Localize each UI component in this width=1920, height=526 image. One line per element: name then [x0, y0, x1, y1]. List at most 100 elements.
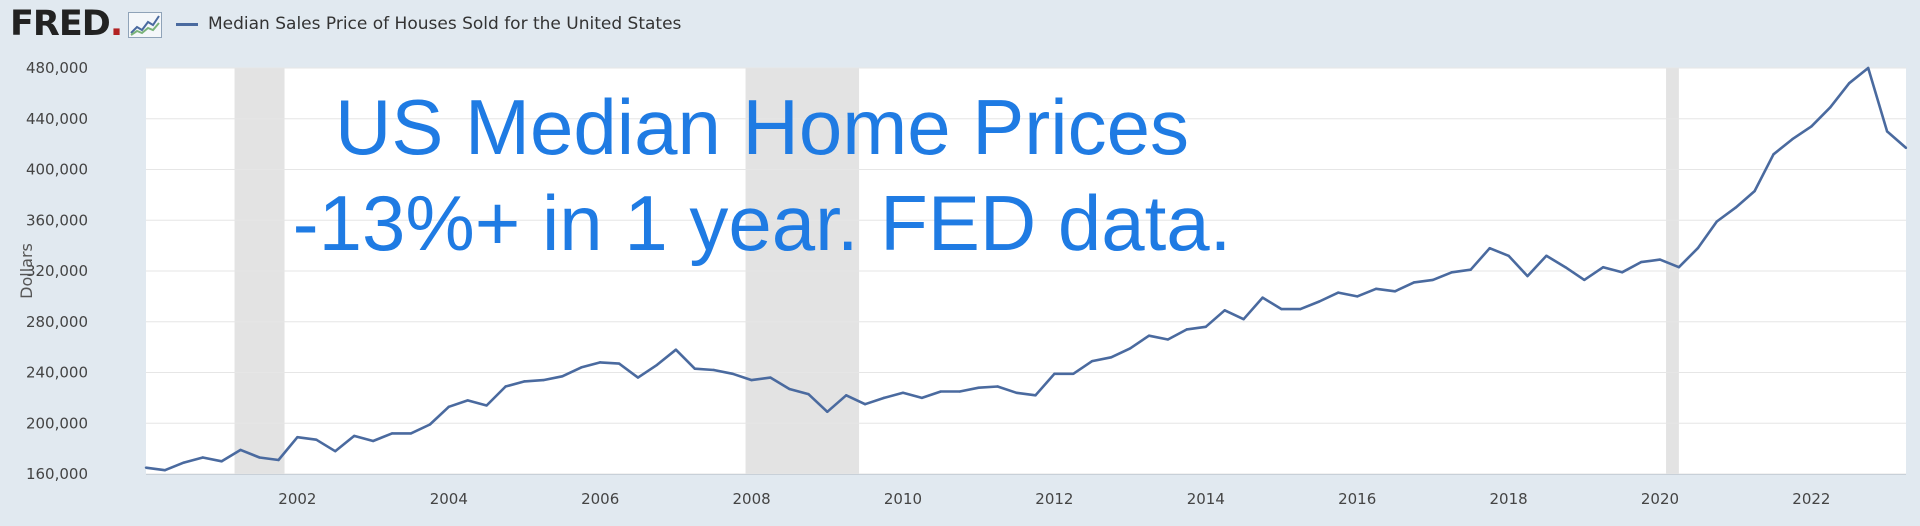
series-point: [1564, 265, 1567, 269]
legend-swatch: [176, 22, 198, 26]
series-point: [315, 438, 318, 441]
series-point: [598, 361, 602, 364]
series-point: [1223, 309, 1226, 312]
y-axis-label: Dollars: [17, 243, 36, 299]
y-tick-label: 440,000: [26, 110, 88, 128]
series-point: [1280, 307, 1283, 311]
x-tick-label: 2022: [1792, 490, 1830, 508]
series-point: [334, 449, 337, 453]
series-point: [1848, 82, 1851, 85]
series-point: [1374, 287, 1378, 290]
series-point: [1602, 265, 1605, 269]
series-point: [1393, 290, 1397, 293]
series-point: [277, 458, 280, 462]
x-tick-label: 2004: [430, 490, 468, 508]
series-point: [542, 378, 545, 382]
series-point: [1526, 274, 1529, 278]
series-point: [1450, 271, 1454, 274]
x-tick-label: 2002: [278, 490, 316, 508]
series-point: [1810, 125, 1813, 128]
series-point: [807, 392, 810, 396]
series-point: [1715, 220, 1718, 223]
series-point: [1583, 278, 1586, 282]
x-tick-label: 2020: [1641, 490, 1679, 508]
series-point: [769, 376, 772, 379]
series-point: [750, 378, 753, 382]
y-tick-label: 200,000: [26, 414, 88, 432]
x-tick-label: 2014: [1187, 490, 1225, 508]
series-point: [1639, 260, 1643, 264]
series-point: [1507, 254, 1510, 257]
series-line-median-sales-price[interactable]: [145, 66, 1907, 472]
series-point: [1904, 146, 1908, 150]
y-tick-label: 240,000: [26, 364, 88, 382]
series-point: [1318, 300, 1321, 303]
x-tick-label: 2018: [1489, 490, 1527, 508]
series-point: [977, 386, 980, 389]
series-point: [1412, 281, 1416, 284]
series-point: [201, 456, 204, 459]
series-point: [1072, 372, 1075, 375]
series-point: [731, 372, 734, 375]
series-point: [447, 405, 450, 408]
chart-header: FRED. Median Sales Price of Houses Sold …: [0, 0, 1920, 50]
series-point: [1620, 271, 1624, 274]
series-point: [939, 390, 943, 393]
series-point: [1185, 328, 1189, 331]
series-point: [163, 468, 167, 472]
y-tick-label: 360,000: [26, 211, 88, 229]
series-point: [239, 448, 242, 452]
series-point: [996, 385, 999, 388]
series-point: [352, 434, 356, 438]
series-point: [1242, 318, 1245, 321]
y-tick-label: 320,000: [26, 262, 88, 280]
series-point: [1791, 137, 1794, 141]
y-tick-label: 480,000: [26, 59, 88, 77]
fred-logo[interactable]: FRED.: [10, 4, 123, 44]
series-point: [1488, 246, 1491, 250]
series-points: [144, 66, 1908, 472]
series-point: [1034, 394, 1037, 397]
series-point: [1128, 347, 1132, 350]
y-tick-label: 280,000: [26, 313, 88, 331]
series-point: [958, 390, 961, 393]
series-point: [1109, 356, 1113, 359]
x-axis-ticks: 2002 2004 2006 2008 2010 2012 2014 2016 2018 2020…: [278, 490, 1830, 508]
series-point: [920, 396, 924, 400]
series-point: [466, 399, 469, 402]
series-point: [674, 348, 678, 351]
series-point: [1431, 278, 1435, 282]
series-point: [258, 456, 261, 459]
legend-label: Median Sales Price of Houses Sold for th…: [208, 14, 682, 34]
series-point: [845, 394, 848, 397]
series-point: [296, 436, 299, 439]
y-tick-label: 400,000: [26, 161, 88, 179]
series-point: [1053, 372, 1056, 375]
series-point: [409, 432, 413, 435]
series-point: [1677, 265, 1681, 269]
series-point: [1166, 338, 1170, 341]
series-point: [1299, 307, 1302, 311]
series-point: [788, 387, 791, 391]
series-point: [882, 396, 886, 400]
series-point: [220, 460, 223, 463]
series-point: [655, 363, 659, 367]
series-point: [826, 410, 829, 414]
overlay-title-line1: US Median Home Prices: [335, 83, 1189, 171]
y-tick-label: 160,000: [26, 465, 88, 483]
x-tick-label: 2012: [1035, 490, 1073, 508]
series-point: [901, 391, 905, 394]
series-point: [863, 403, 867, 406]
series-point: [390, 432, 394, 435]
series-point: [1147, 334, 1151, 337]
series-point: [504, 385, 507, 388]
series-point: [1885, 130, 1889, 133]
series-point: [1337, 291, 1340, 294]
series-point: [1696, 246, 1700, 250]
legend[interactable]: Median Sales Price of Houses Sold for th…: [176, 11, 681, 37]
series-point: [485, 404, 488, 407]
series-point: [693, 367, 697, 370]
series-point: [1091, 359, 1094, 363]
x-tick-label: 2016: [1338, 490, 1376, 508]
